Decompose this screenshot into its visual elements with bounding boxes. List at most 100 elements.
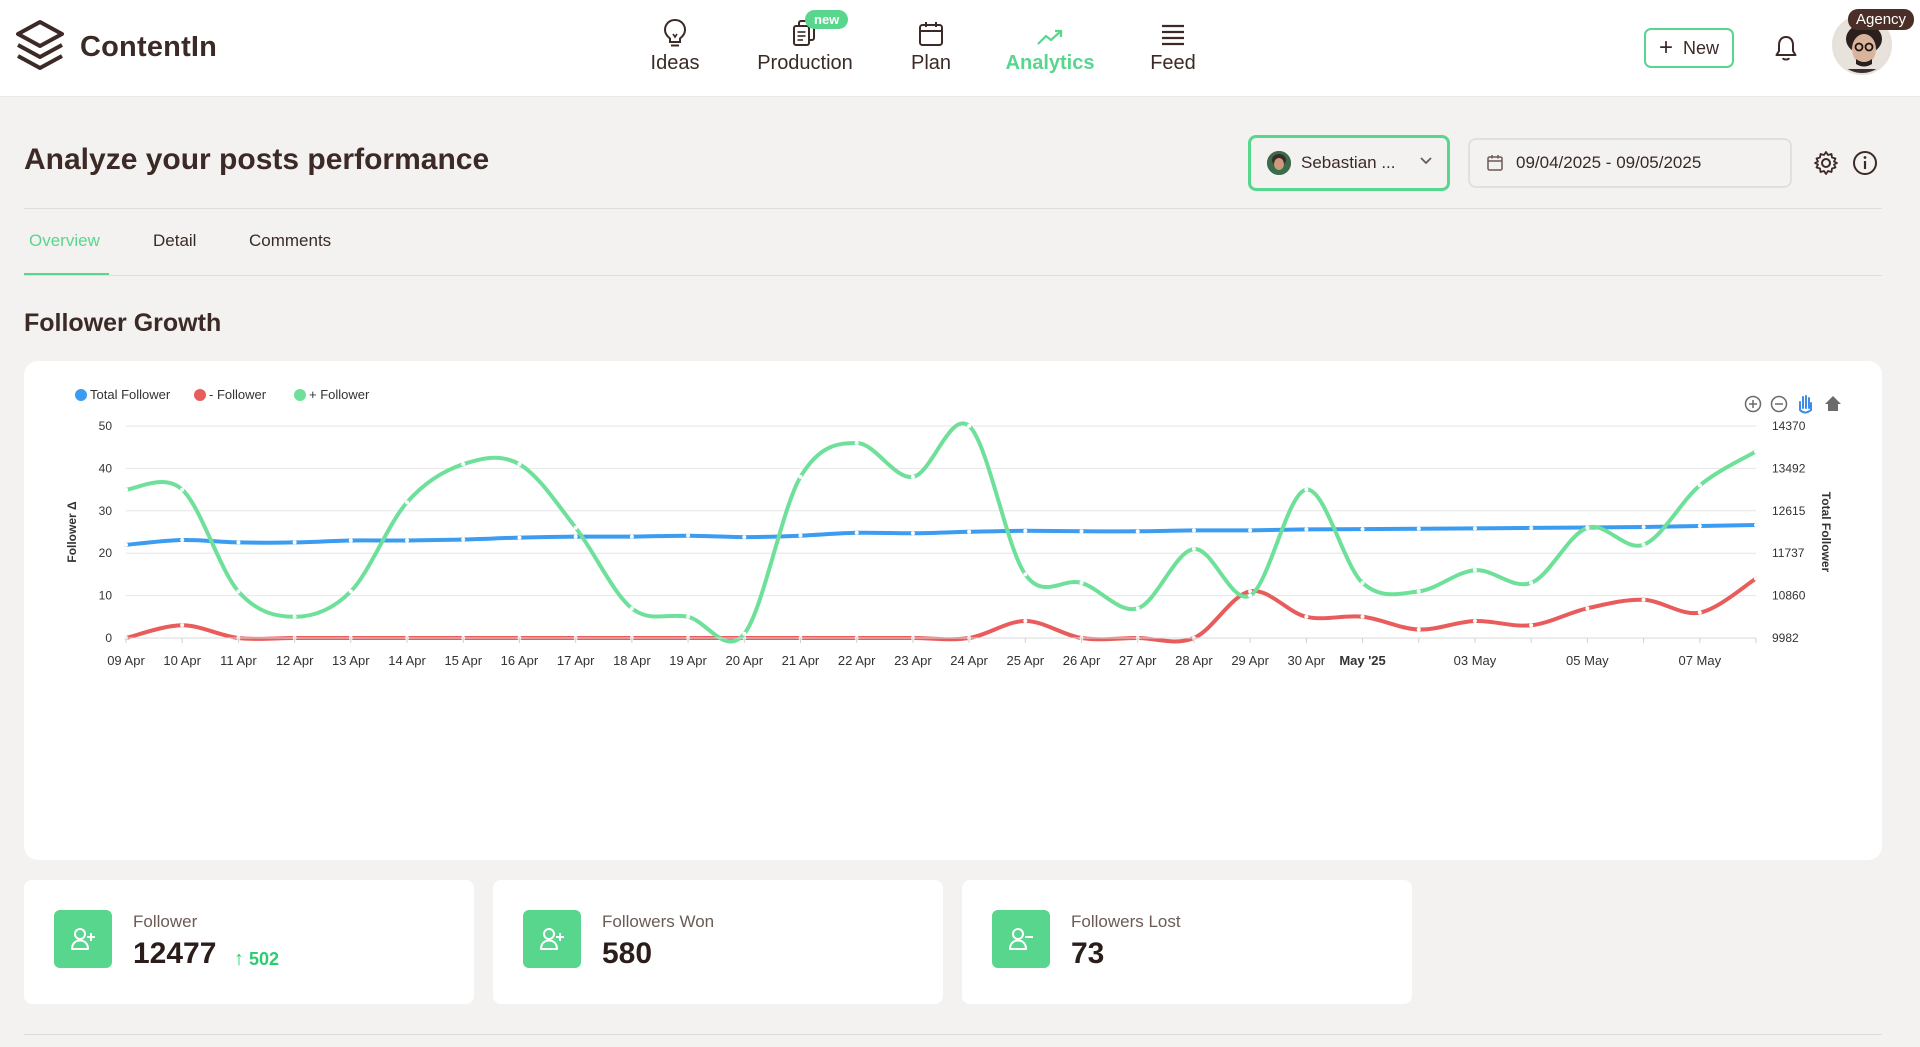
data-point-follower[interactable] bbox=[1304, 614, 1309, 619]
data-point-follower[interactable] bbox=[124, 487, 128, 492]
data-point-follower[interactable] bbox=[517, 462, 522, 467]
reset-home-icon[interactable] bbox=[1825, 396, 1841, 411]
notifications-button[interactable] bbox=[1774, 34, 1798, 67]
data-point-follower[interactable] bbox=[180, 623, 185, 628]
data-point-total-follower[interactable] bbox=[1641, 524, 1646, 529]
data-point-total-follower[interactable] bbox=[629, 534, 634, 539]
data-point-total-follower[interactable] bbox=[1079, 529, 1084, 534]
nav-ideas[interactable]: Ideas bbox=[615, 14, 735, 84]
account-avatar bbox=[1267, 151, 1291, 175]
data-point-follower[interactable] bbox=[1585, 525, 1590, 530]
data-point-total-follower[interactable] bbox=[461, 537, 466, 542]
data-point-follower[interactable] bbox=[1304, 487, 1309, 492]
info-button[interactable] bbox=[1852, 150, 1878, 181]
zoom-in-icon[interactable] bbox=[1744, 395, 1762, 413]
data-point-total-follower[interactable] bbox=[1304, 527, 1309, 532]
data-point-follower[interactable] bbox=[686, 614, 691, 619]
data-point-total-follower[interactable] bbox=[124, 542, 128, 547]
settings-button[interactable] bbox=[1813, 150, 1839, 181]
data-point-follower[interactable] bbox=[405, 500, 410, 505]
data-point-total-follower[interactable] bbox=[1529, 525, 1534, 530]
data-point-follower[interactable] bbox=[573, 525, 578, 530]
data-point-follower[interactable] bbox=[348, 589, 353, 594]
data-point-follower[interactable] bbox=[967, 424, 972, 428]
data-point-total-follower[interactable] bbox=[517, 535, 522, 540]
data-point-total-follower[interactable] bbox=[1023, 528, 1028, 533]
data-point-follower[interactable] bbox=[1191, 546, 1196, 551]
nav-analytics[interactable]: Analytics bbox=[990, 14, 1110, 84]
data-point-follower[interactable] bbox=[910, 474, 915, 479]
data-point-total-follower[interactable] bbox=[1697, 524, 1702, 529]
data-point-follower[interactable] bbox=[461, 462, 466, 467]
data-point-total-follower[interactable] bbox=[854, 530, 859, 535]
data-point-total-follower[interactable] bbox=[910, 531, 915, 536]
data-point-total-follower[interactable] bbox=[1360, 527, 1365, 532]
data-point-follower[interactable] bbox=[629, 606, 634, 611]
data-point-total-follower[interactable] bbox=[1248, 528, 1253, 533]
data-point-follower[interactable] bbox=[1360, 580, 1365, 585]
data-point-follower[interactable] bbox=[854, 440, 859, 445]
data-point-follower[interactable] bbox=[1416, 627, 1421, 632]
gear-icon bbox=[1814, 151, 1838, 175]
data-point-total-follower[interactable] bbox=[1472, 526, 1477, 531]
new-button[interactable]: + New bbox=[1644, 28, 1734, 68]
y2-tick-label: 11737 bbox=[1772, 546, 1805, 560]
legend-item[interactable]: + Follower bbox=[294, 387, 370, 402]
data-point-total-follower[interactable] bbox=[1135, 529, 1140, 534]
data-point-total-follower[interactable] bbox=[180, 538, 185, 543]
data-point-follower[interactable] bbox=[1529, 580, 1534, 585]
data-point-total-follower[interactable] bbox=[798, 533, 803, 538]
data-point-follower[interactable] bbox=[1641, 542, 1646, 547]
data-point-total-follower[interactable] bbox=[1754, 523, 1758, 528]
data-point-follower[interactable] bbox=[1079, 580, 1084, 585]
data-point-follower[interactable] bbox=[742, 631, 747, 636]
data-point-total-follower[interactable] bbox=[292, 540, 297, 545]
data-point-total-follower[interactable] bbox=[348, 538, 353, 543]
stat-label: Followers Lost bbox=[1071, 912, 1181, 931]
data-point-follower[interactable] bbox=[1641, 597, 1646, 602]
data-point-total-follower[interactable] bbox=[742, 535, 747, 540]
data-point-follower[interactable] bbox=[236, 589, 241, 594]
data-point-follower[interactable] bbox=[1697, 483, 1702, 488]
x-tick-label: 20 Apr bbox=[725, 653, 763, 668]
tab-detail[interactable]: Detail bbox=[153, 231, 197, 250]
data-point-follower[interactable] bbox=[1248, 593, 1253, 598]
account-select[interactable]: Sebastian ... bbox=[1248, 135, 1450, 191]
data-point-total-follower[interactable] bbox=[967, 529, 972, 534]
data-point-follower[interactable] bbox=[1472, 568, 1477, 573]
data-point-total-follower[interactable] bbox=[236, 540, 241, 545]
data-point-follower[interactable] bbox=[1529, 623, 1534, 628]
data-point-follower[interactable] bbox=[1023, 572, 1028, 577]
data-point-follower[interactable] bbox=[1585, 606, 1590, 611]
data-point-follower[interactable] bbox=[180, 487, 185, 492]
date-range-picker[interactable]: 09/04/2025 - 09/05/2025 bbox=[1468, 138, 1792, 188]
data-point-follower[interactable] bbox=[1416, 589, 1421, 594]
data-point-total-follower[interactable] bbox=[405, 538, 410, 543]
zoom-out-icon[interactable] bbox=[1770, 395, 1788, 413]
tab-comments[interactable]: Comments bbox=[249, 231, 332, 250]
pan-hand-icon[interactable] bbox=[1799, 395, 1812, 414]
legend-item[interactable]: Total Follower bbox=[75, 387, 171, 402]
data-point-total-follower[interactable] bbox=[1191, 528, 1196, 533]
data-point-follower[interactable] bbox=[1360, 614, 1365, 619]
data-point-follower[interactable] bbox=[1697, 610, 1702, 615]
x-tick-label: 05 May bbox=[1566, 653, 1609, 668]
nav-production[interactable]: Production new bbox=[745, 10, 865, 84]
data-point-follower[interactable] bbox=[1472, 619, 1477, 624]
data-point-total-follower[interactable] bbox=[686, 533, 691, 538]
app-logo[interactable]: ContentIn bbox=[14, 19, 217, 75]
data-point-follower[interactable] bbox=[798, 474, 803, 479]
data-point-total-follower[interactable] bbox=[573, 534, 578, 539]
data-point-follower[interactable] bbox=[1248, 589, 1253, 594]
legend-item[interactable]: - Follower bbox=[194, 387, 267, 402]
data-point-follower[interactable] bbox=[1023, 619, 1028, 624]
data-point-follower[interactable] bbox=[1754, 449, 1758, 454]
data-point-follower[interactable] bbox=[1754, 576, 1758, 581]
data-point-follower[interactable] bbox=[1135, 606, 1140, 611]
nav-plan[interactable]: Plan bbox=[871, 14, 991, 84]
nav-feed[interactable]: Feed bbox=[1113, 14, 1233, 84]
data-point-total-follower[interactable] bbox=[1416, 526, 1421, 531]
x-tick-label: 29 Apr bbox=[1231, 653, 1269, 668]
tab-overview[interactable]: Overview bbox=[29, 231, 100, 250]
data-point-follower[interactable] bbox=[292, 614, 297, 619]
